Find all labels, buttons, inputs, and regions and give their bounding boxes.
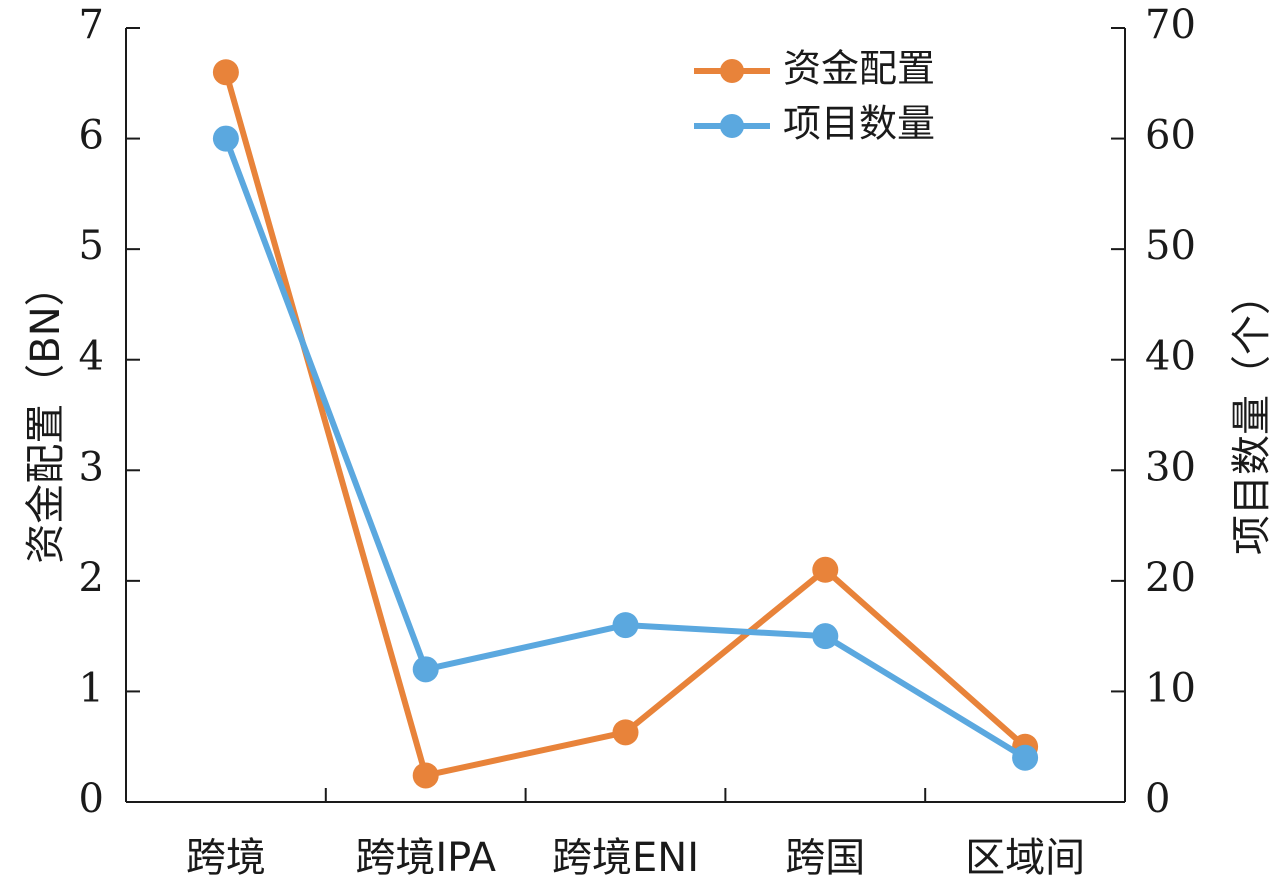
legend-label: 资金配置 <box>783 47 935 91</box>
right-y-tick-label: 20 <box>1145 555 1196 601</box>
series-0 <box>212 59 1039 789</box>
right-y-tick-label: 60 <box>1145 113 1196 159</box>
series-layer <box>212 59 1039 789</box>
data-point <box>212 125 239 152</box>
left-y-tick-label: 1 <box>79 665 104 711</box>
right-y-tick-label: 50 <box>1145 223 1196 269</box>
left-y-tick-label: 3 <box>79 444 104 490</box>
right-y-axis-title: 项目数量（个） <box>1229 275 1275 555</box>
data-point <box>812 623 839 650</box>
series-line <box>223 71 1028 779</box>
right-y-ticks: 0 10 20 30 40 50 60 70 <box>1111 2 1196 822</box>
left-y-tick-label: 4 <box>79 334 104 380</box>
data-point <box>812 556 839 583</box>
right-y-tick-label: 70 <box>1145 2 1196 48</box>
x-ticks: 跨境 跨境IPA 跨境ENI 跨国 区域间 <box>186 788 1085 881</box>
legend-item-project-count: 项目数量 <box>694 102 935 146</box>
right-y-tick-label: 0 <box>1145 776 1170 822</box>
right-y-tick-label: 10 <box>1145 665 1196 711</box>
left-y-tick-label: 0 <box>79 776 104 822</box>
right-y-tick-label: 40 <box>1145 334 1196 380</box>
right-y-tick-label: 30 <box>1145 444 1196 490</box>
left-y-tick-label: 5 <box>79 223 104 269</box>
data-point <box>412 762 439 789</box>
axes <box>125 28 1126 803</box>
left-y-tick-label: 2 <box>79 555 104 601</box>
left-y-tick-label: 6 <box>79 113 104 159</box>
x-tick-label: 跨国 <box>785 835 865 881</box>
x-tick-label: 跨境 <box>186 835 266 881</box>
x-tick-label: 跨境ENI <box>552 835 699 881</box>
legend-item-funding: 资金配置 <box>694 47 935 91</box>
left-y-ticks: 0 1 2 3 4 5 6 7 <box>79 2 140 822</box>
data-point <box>212 59 239 86</box>
data-point <box>1012 744 1039 771</box>
legend-swatch-marker <box>720 114 744 138</box>
left-y-axis-title: 资金配置（BN） <box>23 266 69 563</box>
x-tick-label: 区域间 <box>965 835 1085 881</box>
data-point <box>612 612 639 639</box>
data-point <box>412 656 439 683</box>
legend-label: 项目数量 <box>783 102 935 146</box>
x-tick-label: 跨境IPA <box>355 835 496 881</box>
series-line <box>223 137 1027 761</box>
series-1 <box>212 125 1039 771</box>
legend-swatch-marker <box>720 59 744 83</box>
data-point <box>612 719 639 746</box>
left-y-tick-label: 7 <box>79 2 104 48</box>
legend: 资金配置 项目数量 <box>694 47 935 146</box>
